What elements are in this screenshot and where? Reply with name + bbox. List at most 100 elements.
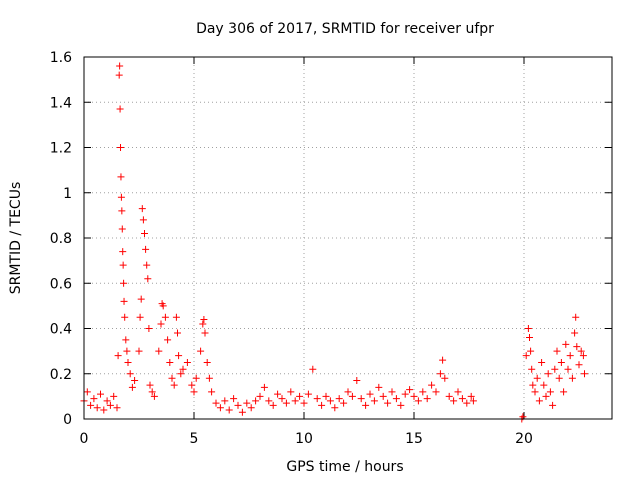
data-point — [287, 388, 295, 396]
data-point — [144, 275, 152, 283]
data-point — [538, 358, 546, 366]
data-point — [291, 397, 299, 405]
data-point — [335, 395, 343, 403]
data-point — [397, 401, 405, 409]
data-point — [568, 374, 576, 382]
data-point — [197, 347, 205, 355]
data-point — [170, 381, 178, 389]
x-tick-label: 5 — [190, 431, 199, 447]
data-point — [122, 336, 130, 344]
data-point — [375, 383, 383, 391]
data-point — [469, 397, 477, 405]
data-point — [542, 392, 550, 400]
data-point — [120, 279, 128, 287]
data-point — [100, 406, 108, 414]
data-point — [533, 374, 541, 382]
y-tick-label: 0 — [63, 412, 72, 428]
data-point — [553, 347, 561, 355]
data-point — [188, 381, 196, 389]
data-point — [116, 105, 124, 113]
data-point — [573, 343, 581, 351]
data-point — [549, 401, 557, 409]
data-point — [117, 173, 125, 181]
data-point — [362, 401, 370, 409]
data-point — [388, 388, 396, 396]
y-tick-label: 1 — [63, 186, 72, 202]
data-point — [551, 365, 559, 373]
data-point — [183, 358, 191, 366]
data-point — [260, 383, 268, 391]
data-point — [212, 399, 220, 407]
data-point — [123, 347, 131, 355]
data-point — [119, 248, 127, 256]
y-tick-label: 0.8 — [50, 231, 72, 247]
data-point — [166, 358, 174, 366]
x-axis-label: GPS time / hours — [286, 459, 403, 475]
data-point — [526, 334, 533, 342]
y-tick-label: 1.4 — [50, 95, 72, 111]
data-point — [139, 216, 147, 224]
data-point — [579, 352, 587, 360]
data-points — [80, 62, 588, 423]
y-tick-label: 0.2 — [50, 367, 72, 383]
y-tick-label: 0.4 — [50, 322, 72, 338]
data-point — [274, 390, 282, 398]
data-point — [344, 388, 352, 396]
y-axis-label: SRMTID / TECUs — [8, 182, 24, 295]
data-point — [555, 374, 563, 382]
data-point — [384, 399, 392, 407]
tick-layer: 0 0.2 0.4 0.6 0.8 1 1.2 1.4 1.6 0 5 10 15 20 — [50, 50, 612, 447]
data-point — [177, 370, 185, 378]
data-point — [357, 395, 365, 403]
data-point — [145, 325, 153, 332]
data-point — [463, 399, 471, 407]
data-point — [199, 320, 207, 328]
data-point — [119, 261, 127, 269]
data-point — [318, 401, 326, 409]
data-point — [97, 390, 104, 398]
data-point — [159, 302, 167, 310]
data-point — [441, 374, 449, 382]
data-point — [141, 229, 148, 237]
y-tick-label: 1.2 — [50, 141, 72, 157]
data-point — [566, 352, 574, 360]
plot-frame — [83, 56, 613, 420]
data-point — [205, 374, 213, 382]
data-point — [124, 358, 132, 366]
data-point — [230, 395, 238, 403]
data-point — [117, 193, 125, 201]
data-point — [174, 329, 181, 337]
data-point — [90, 395, 98, 403]
data-point — [138, 205, 146, 213]
data-point — [201, 329, 209, 337]
data-point — [87, 401, 95, 409]
data-point — [110, 392, 118, 400]
data-point — [370, 397, 378, 405]
data-point — [203, 358, 211, 366]
data-point — [172, 313, 180, 321]
data-point — [522, 352, 530, 360]
data-point — [238, 408, 246, 416]
data-point — [524, 325, 532, 332]
y-tick-label: 1.6 — [50, 50, 72, 66]
y-tick-label: 0.6 — [50, 276, 72, 292]
data-point — [575, 361, 583, 369]
data-point — [175, 352, 183, 360]
data-point — [571, 329, 579, 337]
data-point — [529, 381, 537, 389]
data-point — [366, 390, 374, 398]
data-point — [445, 392, 453, 400]
chart-title: Day 306 of 2017, SRMTID for receiver ufp… — [196, 21, 494, 37]
data-point — [106, 401, 114, 409]
data-point — [300, 399, 308, 407]
data-point — [322, 392, 330, 400]
data-point — [136, 313, 144, 321]
data-point — [414, 397, 422, 405]
data-point — [527, 347, 535, 355]
data-point — [581, 370, 588, 378]
data-point — [115, 71, 123, 79]
data-point — [278, 395, 286, 403]
data-point — [142, 245, 150, 253]
data-point — [221, 397, 229, 405]
data-point — [410, 392, 418, 400]
